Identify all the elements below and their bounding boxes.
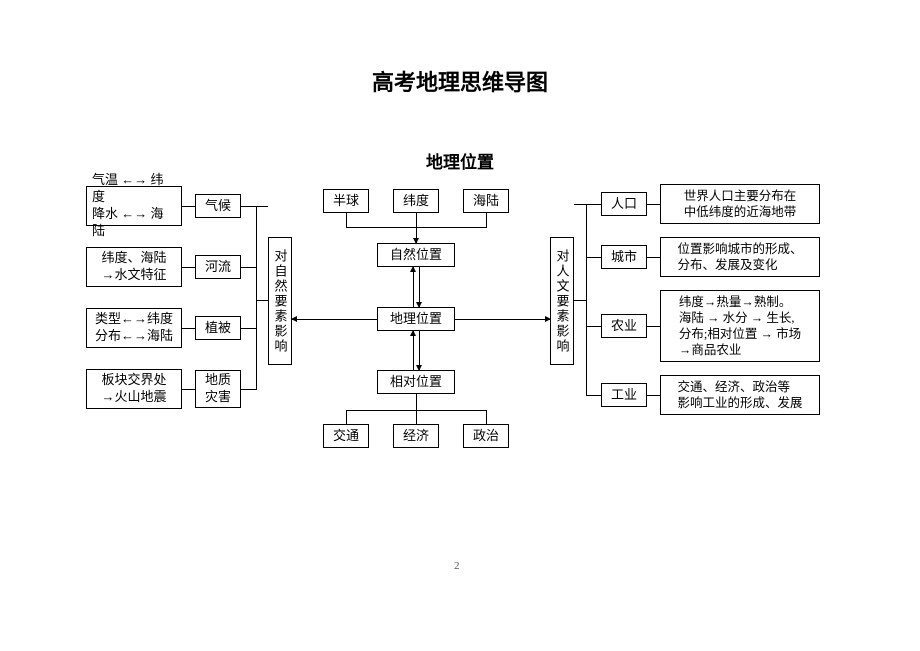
conn: [455, 319, 550, 320]
right-r1-detail: 世界人口主要分布在 中低纬度的近海地带: [660, 184, 820, 224]
conn: [586, 204, 601, 205]
conn: [182, 267, 195, 268]
conn: [416, 394, 417, 410]
right-r2-label: 城市: [601, 245, 647, 269]
conn: [419, 331, 420, 370]
node-relative: 相对位置: [377, 370, 455, 394]
conn: [292, 319, 377, 320]
conn: [486, 213, 487, 227]
node-top-a: 半球: [323, 189, 369, 213]
sub-title: 地理位置: [0, 148, 920, 173]
conn: [586, 204, 587, 395]
conn: [241, 267, 257, 268]
node-bot-c: 政治: [463, 424, 509, 448]
node-bot-b: 经济: [393, 424, 439, 448]
left-panel-header: 对自然要素影响: [268, 237, 292, 365]
conn: [586, 395, 601, 396]
node-core: 地理位置: [377, 307, 455, 331]
right-r3-label: 农业: [601, 314, 647, 338]
conn: [256, 206, 268, 207]
conn: [256, 300, 268, 301]
right-r4-detail: 交通、经济、政治等 影响工业的形成、发展: [660, 375, 820, 415]
conn: [486, 410, 487, 424]
conn: [416, 410, 417, 424]
conn: [416, 213, 417, 227]
node-natural: 自然位置: [377, 243, 455, 267]
conn: [182, 206, 195, 207]
conn: [416, 227, 417, 243]
left-r4-label: 地质 灾害: [195, 370, 241, 408]
node-bot-a: 交通: [323, 424, 369, 448]
left-r1-detail: 气温 ←→ 纬度 降水 ←→ 海陆: [86, 186, 182, 226]
main-title: 高考地理思维导图: [0, 65, 920, 97]
conn: [413, 267, 414, 307]
conn: [419, 267, 420, 307]
conn: [574, 204, 586, 205]
conn: [241, 206, 257, 207]
conn: [586, 326, 601, 327]
conn: [647, 395, 660, 396]
right-r3-detail: 纬度→热量→熟制。 海陆 → 水分 → 生长, 分布;相对位置 → 市场 →商品…: [660, 290, 820, 362]
node-top-b: 纬度: [393, 189, 439, 213]
left-r2-detail: 纬度、海陆 →水文特征: [86, 247, 182, 287]
right-r4-label: 工业: [601, 383, 647, 407]
conn: [256, 206, 257, 389]
left-r4-detail: 板块交界处 →火山地震: [86, 369, 182, 409]
conn: [182, 389, 195, 390]
conn: [574, 300, 586, 301]
right-r1-label: 人口: [601, 192, 647, 216]
conn: [346, 410, 347, 424]
right-panel-header: 对人文要素影响: [550, 237, 574, 365]
conn: [241, 328, 257, 329]
conn: [241, 389, 257, 390]
conn: [647, 257, 660, 258]
left-r3-detail: 类型←→纬度 分布←→海陆: [86, 308, 182, 348]
conn: [346, 213, 347, 227]
conn: [647, 204, 660, 205]
left-r1-label: 气候: [195, 194, 241, 218]
page-number: 2: [454, 560, 460, 572]
conn: [413, 331, 414, 370]
conn: [586, 257, 601, 258]
conn: [182, 328, 195, 329]
right-r2-detail: 位置影响城市的形成、 分布、发展及变化: [660, 237, 820, 277]
node-top-c: 海陆: [463, 189, 509, 213]
left-r3-label: 植被: [195, 316, 241, 340]
left-r2-label: 河流: [195, 255, 241, 279]
conn: [647, 326, 660, 327]
